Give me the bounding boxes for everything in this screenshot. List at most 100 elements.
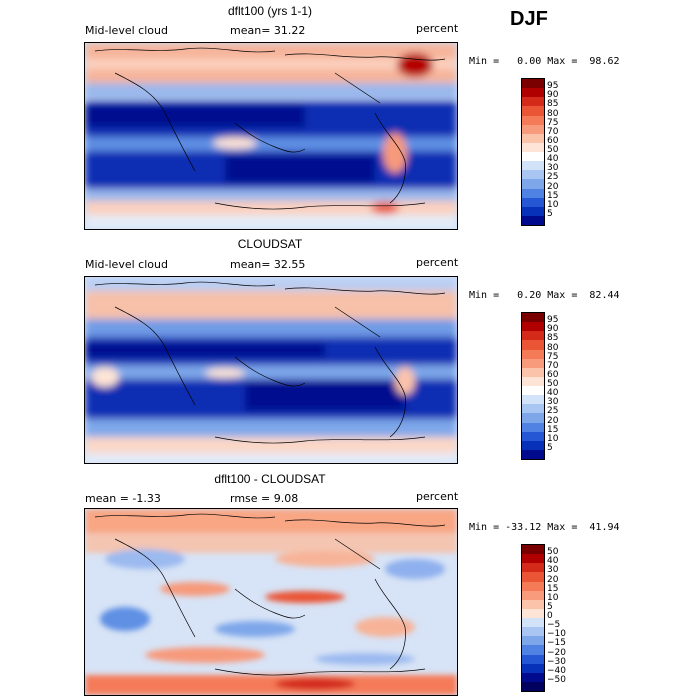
colorbar-cell [522,376,544,386]
panel-2-center-label: mean= 32.55 [230,258,306,271]
colorbar-cell [522,358,544,368]
colorbar-cell [522,179,544,189]
panel-3-title: dflt100 - CLOUDSAT [214,472,326,486]
colorbar-cell [522,197,544,207]
colorbar-cell [522,545,544,555]
colorbar-tick-label: 95 [547,81,559,92]
colorbar-tick-label: 85 [547,99,559,110]
colorbar-cell [522,636,544,646]
panel-2-right-label: percent [416,256,459,269]
colorbar-cell [522,590,544,600]
panel-1-minmax: Min = 0.00 Max = 98.62 [469,56,620,67]
colorbar-cell [522,161,544,171]
panel-2-map [84,276,458,464]
panel-1-colorbar [521,78,545,226]
colorbar-cell [522,106,544,116]
colorbar-cell [522,404,544,414]
colorbar-tick-label: 5 [547,601,553,612]
colorbar-tick-label: −50 [547,674,566,685]
colorbar-tick-label: 20 [547,415,559,426]
colorbar-cell [522,563,544,573]
colorbar-tick-label: 30 [547,163,559,174]
colorbar-tick-label: 70 [547,360,559,371]
colorbar-tick-label: 25 [547,406,559,417]
colorbar-cell [522,215,544,225]
colorbar-cell [522,367,544,377]
panel-2-minmax: Min = 0.20 Max = 82.44 [469,290,620,301]
panel-3-minmax: Min = -33.12 Max = 41.94 [469,522,620,533]
colorbar-cell [522,572,544,582]
colorbar-tick-label: 50 [547,547,559,558]
colorbar-tick-label: 25 [547,172,559,183]
colorbar-tick-label: 85 [547,333,559,344]
colorbar-cell [522,133,544,143]
colorbar-cell [522,395,544,405]
colorbar-cell [522,599,544,609]
colorbar-cell [522,188,544,198]
colorbar-cell [522,142,544,152]
colorbar-tick-label: 40 [547,154,559,165]
colorbar-tick-label: 60 [547,369,559,380]
colorbar-tick-label: 30 [547,397,559,408]
panel-3-left-label: mean = -1.33 [85,492,161,505]
colorbar-cell [522,124,544,134]
panel-1-left-label: Mid-level cloud [85,24,168,37]
panel-1-center-label: mean= 31.22 [230,24,306,37]
colorbar-cell [522,422,544,432]
panel-3-map [84,508,458,696]
panel-1-colorbar-cells [522,79,544,225]
panel-3-center-label: rmse = 9.08 [230,492,299,505]
colorbar-tick-label: 40 [547,556,559,567]
colorbar-cell [522,554,544,564]
colorbar-tick-label: −20 [547,647,566,658]
colorbar-cell [522,654,544,664]
colorbar-tick-label: −15 [547,638,566,649]
colorbar-cell [522,449,544,459]
colorbar-tick-label: −30 [547,656,566,667]
colorbar-cell [522,349,544,359]
colorbar-tick-label: 50 [547,379,559,389]
season-label: DJF [510,8,548,30]
colorbar-tick-label: 75 [547,117,559,128]
colorbar-cell [522,88,544,98]
colorbar-cell [522,440,544,450]
colorbar-tick-label: 30 [547,565,559,576]
colorbar-tick-label: −10 [547,629,566,640]
colorbar-cell [522,608,544,618]
colorbar-tick-label: 10 [547,433,559,444]
colorbar-tick-label: 75 [547,351,559,362]
colorbar-tick-label: 70 [547,126,559,137]
panel-1-map [84,42,458,230]
colorbar-cell [522,413,544,423]
colorbar-tick-label: 20 [547,181,559,192]
panel-1-title: dflt100 (yrs 1-1) [227,4,313,18]
colorbar-tick-label: −5 [547,620,561,631]
colorbar-tick-label: 5 [547,208,553,219]
colorbar-cell [522,170,544,180]
panel-2-colorbar-cells [522,313,544,459]
colorbar-cell [522,581,544,591]
colorbar-tick-label: 90 [547,90,559,101]
panel-1-right-label: percent [416,22,459,35]
colorbar-tick-label: 20 [547,574,559,585]
colorbar-cell [522,663,544,673]
colorbar-cell [522,681,544,691]
colorbar-tick-label: 10 [547,199,559,210]
panel-3-map-svg [85,509,457,695]
colorbar-tick-label: 15 [547,583,559,594]
colorbar-cell [522,152,544,162]
colorbar-tick-label: 60 [547,135,559,146]
colorbar-tick-label: 5 [547,442,553,453]
colorbar-cell [522,206,544,216]
panel-3-right-label: percent [416,490,459,503]
colorbar-cell [522,79,544,89]
colorbar-tick-label: 15 [547,190,559,201]
colorbar-cell [522,618,544,628]
colorbar-cell [522,627,544,637]
panel-2-left-label: Mid-level cloud [85,258,168,271]
panel-2-colorbar [521,312,545,460]
colorbar-cell [522,340,544,350]
colorbar-tick-label: 15 [547,424,559,435]
colorbar-tick-label: 50 [547,145,559,155]
colorbar-tick-label: 80 [547,342,559,353]
